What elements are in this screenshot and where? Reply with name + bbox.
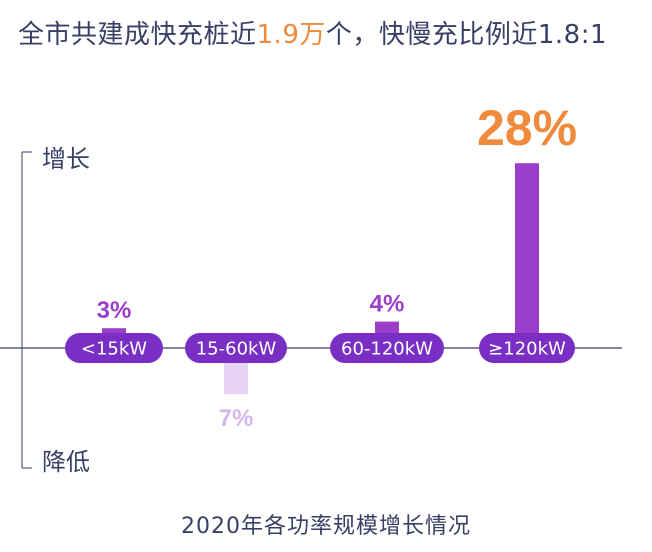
value-label-3: 28% [477,100,577,156]
headline-suffix: 个，快慢充比例近1.8:1 [325,20,608,50]
category-label-1: 15-60kW [196,339,277,360]
headline: 全市共建成快充桩近1.9万个，快慢充比例近1.8:1 [18,14,607,51]
category-pill-2 [330,333,444,363]
chart-footer-title: 2020年各功率规模增长情况 [181,514,471,539]
category-pill-0 [65,333,163,363]
value-label-1: 7% [219,405,254,432]
category-label-3: ≥120kW [488,339,566,360]
y-axis-label-bottom: 降低 [42,448,90,476]
value-label-2: 4% [370,291,405,318]
category-label-2: 60-120kW [341,339,433,360]
headline-prefix: 全市共建成快充桩近 [18,20,257,50]
category-pill-3 [479,333,575,363]
y-axis-label-top: 增长 [42,145,90,173]
headline-highlight: 1.9万 [256,20,326,50]
category-pill-1 [185,333,287,363]
bar-3 [515,163,539,348]
category-label-0: <15kW [81,339,147,360]
value-label-0: 3% [97,297,132,324]
